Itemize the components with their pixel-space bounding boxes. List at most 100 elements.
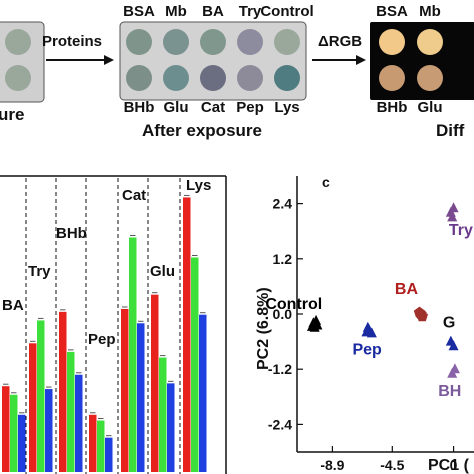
bar bbox=[121, 308, 129, 472]
bar bbox=[183, 197, 191, 472]
before-spot bbox=[5, 65, 31, 91]
scatter-points bbox=[306, 202, 460, 378]
x-tick-label: 0 bbox=[450, 457, 458, 473]
bar bbox=[2, 386, 10, 472]
bar-group-label: Try bbox=[28, 263, 51, 280]
panel-label-c: c bbox=[322, 174, 330, 190]
after-exposure-label: After exposure bbox=[142, 121, 262, 140]
diff-top-label: BSA bbox=[376, 3, 408, 20]
x-axis-label: PC1 ( bbox=[428, 457, 470, 474]
bar bbox=[59, 311, 67, 472]
after-spot-top bbox=[163, 29, 189, 55]
bar bbox=[199, 314, 207, 472]
scatter-group-labels: Control Pep BA Try BH G bbox=[265, 222, 473, 400]
proteins-arrow-label: Proteins bbox=[42, 33, 102, 50]
top-row-label: BA bbox=[202, 3, 224, 20]
scatter-panel: c 2.4 1.2 0.0 -1.2 -2.4 -8.9 -4.5 0 PC2 (6.8%)… bbox=[255, 174, 474, 474]
scatter-group-label: BH bbox=[438, 383, 461, 400]
after-spot-bottom bbox=[163, 65, 189, 91]
bottom-row-label: Pep bbox=[236, 99, 264, 116]
top-row-label: Control bbox=[260, 3, 313, 20]
bar-group-label: BA bbox=[2, 297, 24, 314]
scatter-group-label: G bbox=[443, 315, 455, 332]
after-spot-top bbox=[200, 29, 226, 55]
scatter-group-label: Try bbox=[449, 222, 473, 239]
after-spot-bottom bbox=[274, 65, 300, 91]
after-spot-bottom bbox=[200, 65, 226, 91]
bar bbox=[29, 343, 37, 472]
diff-spot-bottom bbox=[417, 65, 443, 91]
top-row-label: Try bbox=[239, 3, 262, 20]
top-panel: ure Proteins BSA Mb BA Try Control BHb Glu Cat… bbox=[0, 3, 474, 140]
top-row-label: Mb bbox=[165, 3, 187, 20]
after-bottom-row bbox=[126, 65, 300, 91]
after-top-row bbox=[126, 29, 300, 55]
bar bbox=[191, 257, 199, 472]
before-exposure-label: ure bbox=[0, 105, 24, 124]
y-tick-label: 1.2 bbox=[273, 251, 293, 267]
difference-label: Diff bbox=[436, 121, 465, 140]
y-axis-label: PC2 (6.8%) bbox=[255, 287, 272, 370]
group-separators bbox=[25, 178, 181, 474]
x-ticks: -8.9 -4.5 0 bbox=[320, 446, 458, 473]
bar bbox=[75, 374, 83, 472]
scatter-point bbox=[306, 320, 317, 331]
bars bbox=[2, 194, 207, 472]
bar bbox=[151, 294, 159, 472]
bar-group-label: Cat bbox=[122, 187, 146, 204]
bar-group-label: Glu bbox=[150, 263, 175, 280]
y-tick-label: -2.4 bbox=[268, 416, 292, 432]
bar bbox=[159, 357, 167, 472]
bar-group-label: Lys bbox=[186, 177, 211, 194]
after-spot-bottom bbox=[237, 65, 263, 91]
after-spot-top bbox=[237, 29, 263, 55]
diff-bottom-label: Glu bbox=[418, 99, 443, 116]
scatter-point bbox=[448, 340, 459, 351]
difference-spots bbox=[379, 29, 443, 91]
scatter-group-label: Pep bbox=[352, 341, 382, 358]
y-ticks: 2.4 1.2 0.0 -1.2 -2.4 bbox=[268, 196, 303, 432]
bar bbox=[10, 394, 18, 472]
bar bbox=[105, 437, 113, 472]
diff-spot-top bbox=[379, 29, 405, 55]
diff-top-label: Mb bbox=[419, 3, 441, 20]
delta-rgb-label: ΔRGB bbox=[318, 33, 362, 50]
diff-spot-bottom bbox=[379, 65, 405, 91]
bar bbox=[167, 383, 175, 472]
scatter-point bbox=[449, 363, 460, 374]
scatter-group-label: Control bbox=[265, 296, 322, 313]
bottom-row-label: Cat bbox=[201, 99, 225, 116]
bottom-row-label: BHb bbox=[124, 99, 155, 116]
scatter-point bbox=[362, 321, 373, 332]
scatter-point bbox=[448, 202, 459, 213]
bar bbox=[37, 320, 45, 472]
bar bbox=[97, 420, 105, 472]
after-spot-top bbox=[274, 29, 300, 55]
bar bbox=[89, 414, 97, 472]
arrow-head-icon bbox=[104, 55, 114, 65]
bar-group-label: Pep bbox=[88, 331, 116, 348]
scatter-point bbox=[447, 211, 458, 222]
top-row-labels: BSA Mb BA Try Control bbox=[123, 3, 314, 20]
bar bbox=[67, 351, 75, 472]
scatter-point bbox=[413, 306, 426, 318]
diff-spot-top bbox=[417, 29, 443, 55]
bar bbox=[137, 323, 145, 472]
bottom-row-label: Lys bbox=[274, 99, 299, 116]
after-spot-bottom bbox=[126, 65, 152, 91]
difference-labels: BSA BHb Mb Glu bbox=[376, 3, 442, 116]
top-row-label: BSA bbox=[123, 3, 155, 20]
before-spot bbox=[5, 29, 31, 55]
bottom-row-labels: BHb Glu Cat Pep Lys bbox=[124, 99, 300, 116]
x-tick-label: -8.9 bbox=[320, 457, 344, 473]
bar bbox=[129, 237, 137, 472]
scatter-group-label: BA bbox=[395, 281, 419, 298]
y-tick-label: 2.4 bbox=[273, 196, 293, 212]
bar bbox=[45, 389, 53, 472]
scatter-point bbox=[366, 327, 377, 338]
bar-group-label: BHb bbox=[56, 225, 87, 242]
y-tick-label: 0.0 bbox=[273, 306, 293, 322]
